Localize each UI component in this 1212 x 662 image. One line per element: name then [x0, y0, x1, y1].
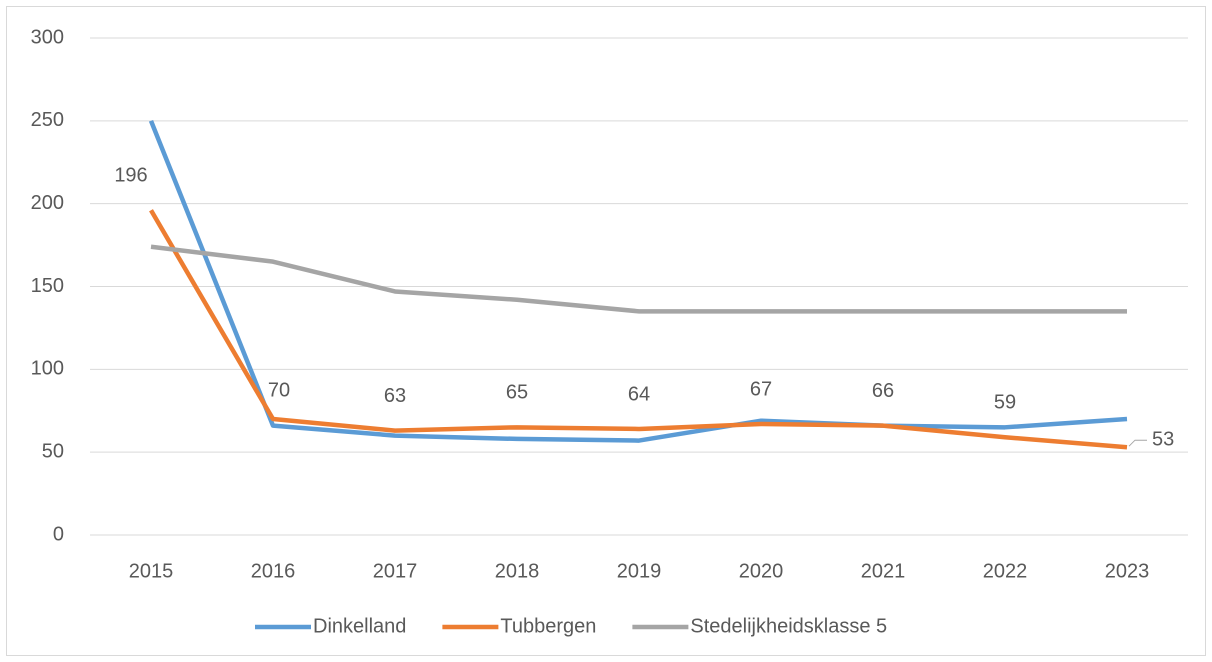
data-label: 64	[628, 383, 650, 405]
chart-border	[6, 6, 1206, 656]
data-label: 53	[1152, 428, 1174, 450]
data-label: 196	[114, 165, 147, 187]
series-line	[148, 119, 1128, 443]
data-label: 59	[994, 392, 1016, 414]
x-tick-label: 2015	[129, 560, 174, 582]
y-tick-label: 100	[31, 358, 64, 380]
series-line	[150, 244, 1127, 314]
leader-line	[1128, 439, 1147, 447]
y-tick-label: 300	[31, 26, 64, 48]
y-tick-label: 250	[31, 109, 64, 131]
data-label: 65	[506, 382, 528, 404]
y-tick-label: 150	[31, 275, 64, 297]
x-tick-label: 2023	[1105, 560, 1150, 582]
x-tick-label: 2020	[739, 560, 784, 582]
legend-label: Tubbergen	[500, 615, 596, 637]
x-tick-label: 2017	[373, 560, 418, 582]
series-line	[149, 209, 1128, 450]
data-label: 70	[268, 379, 290, 401]
y-tick-label: 0	[53, 523, 64, 545]
legend-label: Stedelijkheidsklasse 5	[690, 615, 887, 637]
y-tick-label: 50	[42, 440, 64, 462]
x-tick-label: 2022	[983, 560, 1028, 582]
x-tick-label: 2018	[495, 560, 540, 582]
y-tick-label: 200	[31, 192, 64, 214]
x-tick-label: 2021	[861, 560, 906, 582]
data-label: 63	[384, 385, 406, 407]
legend-label: Dinkelland	[313, 615, 406, 637]
x-tick-label: 2016	[251, 560, 296, 582]
x-tick-label: 2019	[617, 560, 662, 582]
data-label: 67	[750, 378, 772, 400]
data-label: 66	[872, 380, 894, 402]
